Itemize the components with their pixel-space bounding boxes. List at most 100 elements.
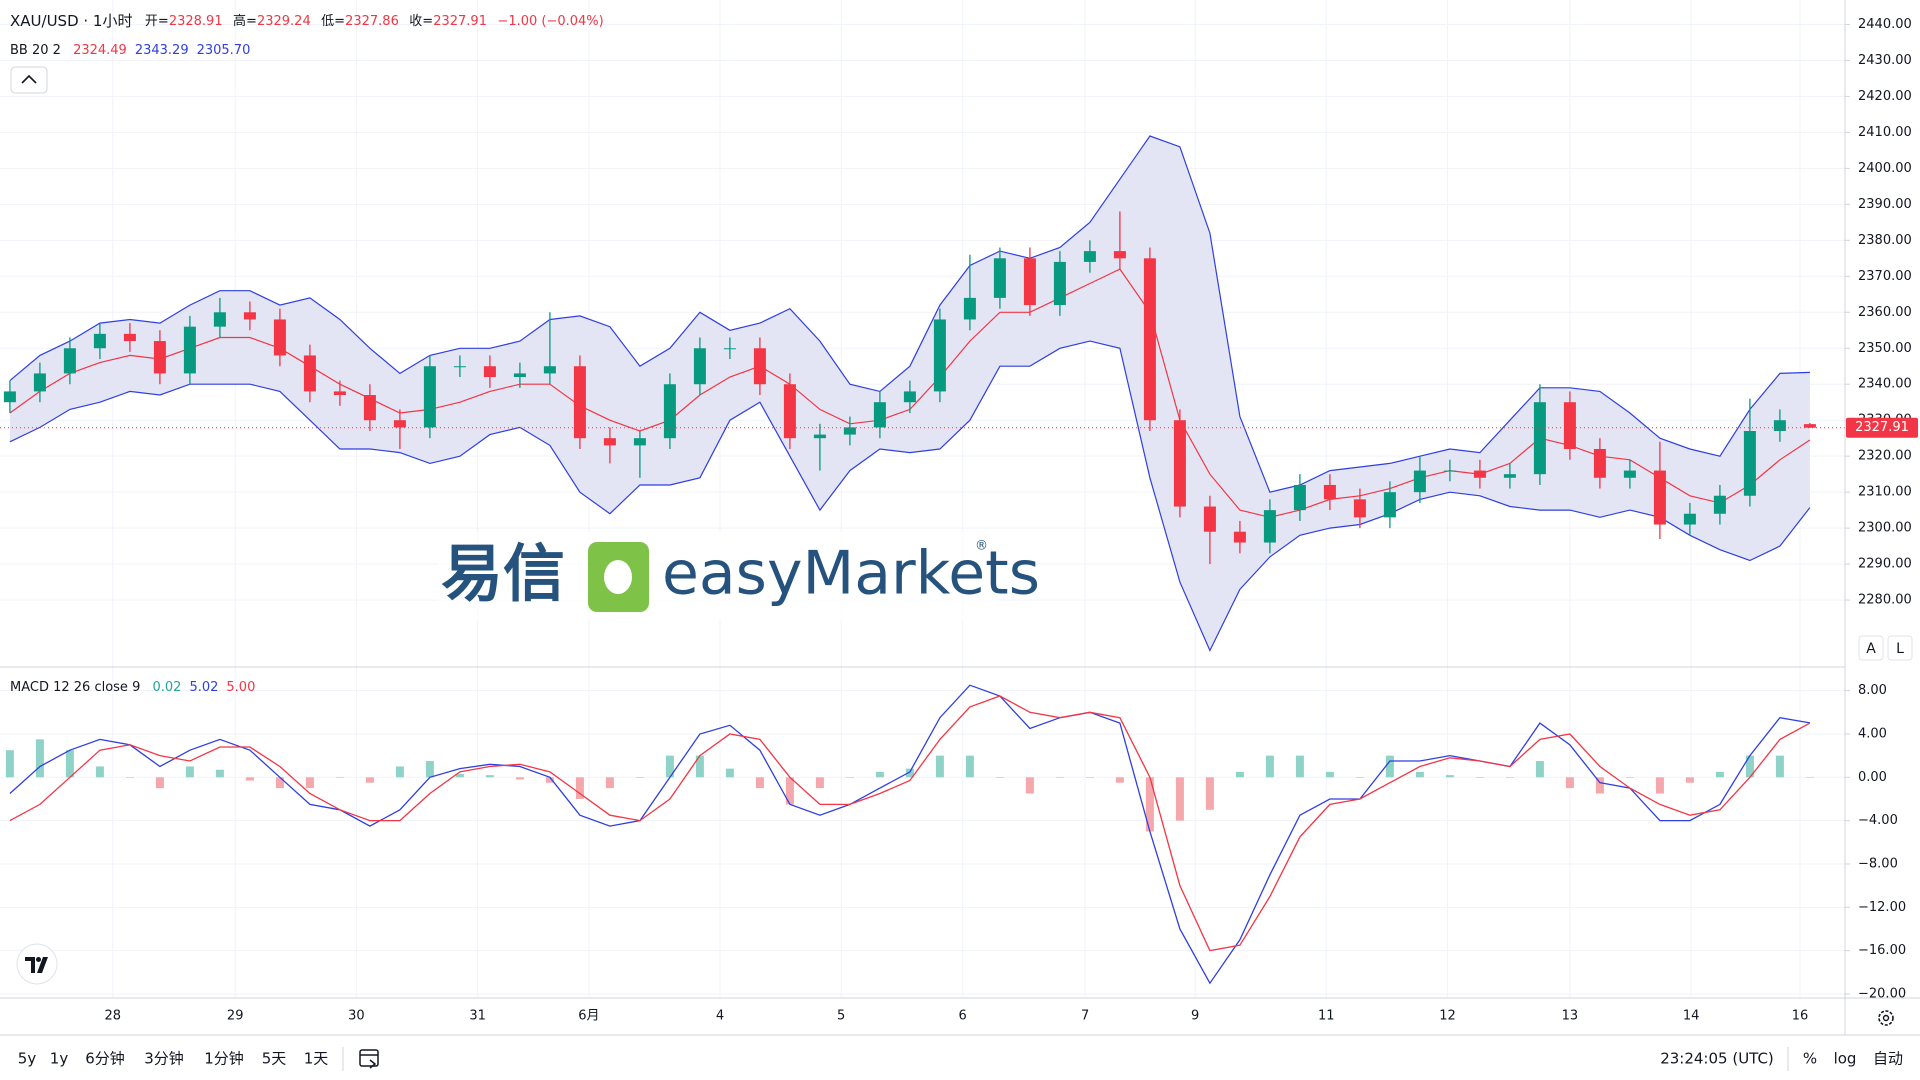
histogram-bar [875,771,884,778]
logo-circle[interactable] [16,943,58,985]
histogram-bar [95,766,104,778]
watermark-logo-dot [604,560,632,594]
candle-body [1773,420,1786,431]
histogram-bar [1325,771,1334,778]
histogram-bar [245,777,254,781]
candle-body [1623,470,1636,478]
scale-button[interactable]: L [1896,641,1904,657]
bb-line [9,340,1811,652]
indicator-name: BB 20 2 [10,43,61,58]
histogram-bar [1805,777,1814,778]
histogram-bar [65,750,74,778]
range-button[interactable]: 5y [18,1050,37,1068]
ohlc-label: 高= [233,13,257,29]
histogram-bar [155,777,164,789]
percent-toggle[interactable]: % [1803,1050,1817,1068]
histogram-bar [665,755,674,778]
candle-body [783,384,796,439]
y-tick-label: 2440.00 [1858,17,1912,32]
tv-logo[interactable] [16,943,58,985]
candle-body [1713,495,1726,514]
histogram-bar [1595,777,1604,794]
histogram-bar [5,750,14,778]
range-button[interactable]: 5天 [262,1050,287,1068]
range-button[interactable]: 6分钟 [85,1050,125,1068]
scale-button[interactable]: A [1866,641,1876,657]
candle-body [1443,470,1456,472]
clock[interactable]: 23:24:05 (UTC) [1660,1050,1774,1068]
candle-body [183,326,196,374]
histogram-bar [755,777,764,789]
histogram-bar [1475,777,1484,778]
button-box[interactable] [1887,635,1913,661]
candle-body [1233,531,1246,543]
candle-body [753,348,766,385]
candle-body [303,355,316,392]
candle-body [393,420,406,428]
header: XAU/USD · 1小时 开=2328.91 高=2329.24 低=2327… [10,12,604,30]
y-tick-label: 2340.00 [1858,377,1912,392]
candle-body [483,366,496,378]
histogram-bar [1175,777,1184,821]
candle-body [1353,499,1366,518]
y-tick-label: 2280.00 [1858,593,1912,608]
collapse-icon [21,74,37,84]
collapse-button[interactable] [10,66,48,94]
y-tick-label: 2300.00 [1858,521,1912,536]
x-tick-label: 31 [469,1009,486,1024]
candle-body [1263,510,1276,543]
histogram-bar [545,777,554,783]
candle-body [543,366,556,374]
candle-body [273,319,286,356]
macd-legend[interactable]: MACD 12 26 close 9 0.02 5.02 5.00 [10,680,255,695]
collapse-box[interactable] [10,66,48,94]
range-button[interactable]: 1分钟 [204,1050,244,1068]
histogram-bar [1565,777,1574,789]
range-button[interactable]: 1y [50,1050,69,1068]
calendar-icon[interactable] [359,1049,379,1067]
date-range-button[interactable] [359,1049,379,1069]
button-box[interactable] [1858,635,1884,661]
histogram-bar [335,777,344,778]
y-tick-label: 2310.00 [1858,485,1912,500]
bb-legend[interactable]: BB 20 2 2324.49 2343.29 2305.70 [10,43,250,58]
legend-value: 5.00 [226,680,255,695]
histogram-bar [35,739,44,778]
histogram-bar [1025,777,1034,794]
toolbar: 5y 1y 6分钟 3分钟 1分钟 5天 1天 23:24:05 (UTC) %… [18,1047,1903,1071]
candle-body [1533,402,1546,475]
candle-body [123,333,136,342]
histogram-bar [725,768,734,778]
histogram-bar [485,775,494,778]
histogram-bar [365,777,374,783]
marks [0,135,1845,985]
y-tick-label: 2370.00 [1858,269,1912,284]
log-toggle[interactable]: log [1834,1050,1857,1068]
candle-body [1503,474,1516,478]
candle-body [963,297,976,320]
histogram-bar [845,777,854,778]
range-button[interactable]: 3分钟 [144,1050,184,1068]
histogram-bar [965,755,974,778]
histogram-bar [215,769,224,778]
gear[interactable] [1878,1010,1894,1026]
gear-hub [1882,1014,1890,1022]
histogram-bar [1295,755,1304,778]
candle-body [1653,470,1666,525]
histogram-bar [1205,777,1214,810]
candle-body [363,395,376,421]
candle-body [1743,430,1756,496]
settings[interactable] [1878,1010,1894,1026]
candle-body [1083,251,1096,262]
histogram-bar [1085,777,1094,778]
histogram-bar [125,777,134,778]
symbol[interactable]: XAU/USD · 1小时 [10,12,132,30]
candle-body [603,438,616,446]
candle-body [1053,261,1066,306]
y-tick-label: −12.00 [1858,900,1906,915]
auto-toggle[interactable]: 自动 [1873,1050,1903,1068]
x-tick-label: 30 [348,1009,365,1024]
range-button[interactable]: 1天 [304,1050,329,1068]
candle-body [873,402,886,428]
histogram-bar [1505,777,1514,778]
